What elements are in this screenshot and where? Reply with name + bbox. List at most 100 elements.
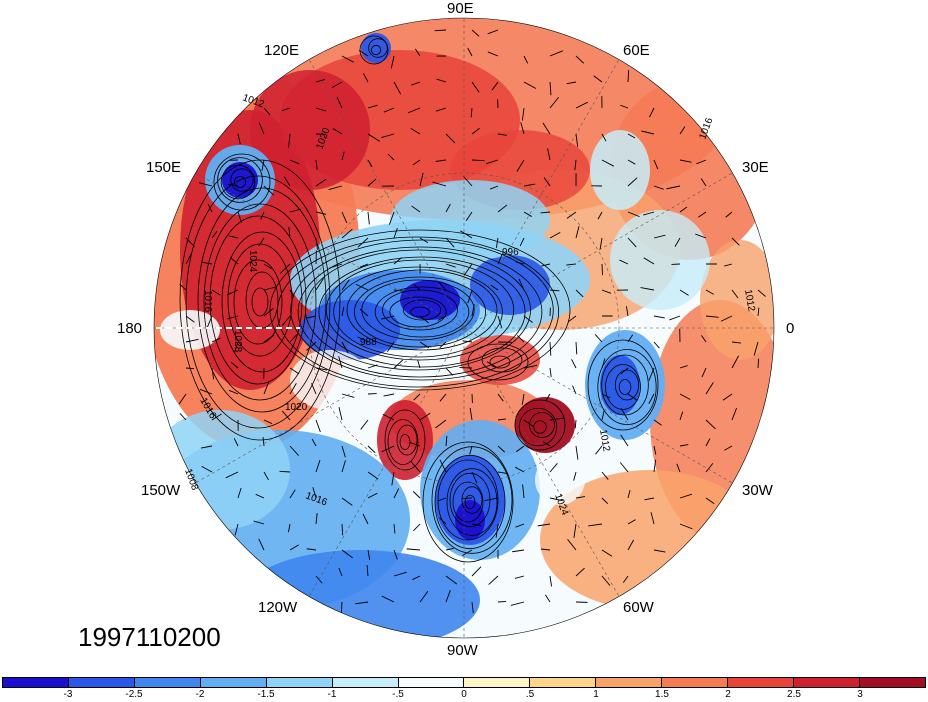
wind-barb	[484, 497, 499, 502]
wind-barb	[567, 315, 577, 323]
wind-barb	[406, 548, 421, 551]
lon-label-90w: 90W	[447, 642, 478, 659]
wind-barb	[549, 367, 552, 378]
wind-barb	[393, 227, 398, 239]
lon-label-150e: 150E	[146, 159, 182, 176]
wind-barb	[413, 393, 421, 401]
wind-barb	[315, 107, 327, 112]
wind-barb	[701, 367, 707, 378]
isobar-line	[387, 419, 419, 465]
contour-label: 1028	[232, 330, 243, 353]
wind-barb	[229, 257, 239, 265]
wind-barb	[520, 122, 525, 135]
wind-barb	[410, 81, 421, 86]
contour-label: 988	[360, 337, 377, 348]
wind-barb	[289, 383, 297, 395]
wind-barb	[601, 497, 609, 505]
lon-label-60e: 60E	[623, 42, 650, 59]
isobar-line	[346, 269, 498, 351]
wind-barb	[263, 334, 275, 343]
wind-barb	[211, 231, 218, 239]
anomaly-blob	[154, 410, 290, 530]
anomaly-blob	[515, 397, 575, 453]
isobar-line	[529, 412, 555, 438]
colorbar-tick-label: .5	[525, 689, 535, 700]
wind-barb	[515, 261, 525, 265]
wind-barb	[211, 337, 221, 343]
isobar-line	[276, 236, 560, 388]
wind-barb	[601, 549, 613, 557]
wind-barb	[549, 497, 563, 502]
wind-barb	[367, 549, 371, 561]
wind-barb	[179, 413, 187, 421]
wind-barb	[341, 228, 353, 239]
isobar-line	[614, 369, 640, 401]
wind-barb	[575, 101, 588, 109]
wind-barb	[574, 419, 577, 429]
wind-barb	[419, 172, 424, 187]
isobar-line	[333, 266, 503, 358]
isobar-line	[353, 276, 487, 348]
wind-barb	[627, 133, 636, 139]
meridian-line	[463, 59, 620, 329]
anomaly-blob	[535, 455, 585, 505]
wind-barb	[228, 389, 239, 395]
anomaly-blob	[610, 210, 710, 310]
colorbar-swatch	[200, 678, 267, 687]
lon-label-30w: 30W	[742, 482, 773, 499]
wind-barb	[435, 107, 447, 112]
wind-barb	[393, 571, 407, 577]
wind-barb	[382, 413, 395, 421]
wind-barb	[393, 359, 404, 369]
wind-barb	[601, 159, 614, 167]
lon-label-180: 180	[117, 320, 143, 337]
wind-barb	[601, 471, 609, 480]
wind-barb	[226, 289, 239, 296]
wind-barb	[722, 393, 733, 401]
isobar-line	[370, 44, 382, 56]
wind-barb	[288, 227, 291, 239]
wind-barb	[306, 315, 317, 319]
wind-barb	[341, 279, 350, 291]
colorbar-tick-label: -1.5	[257, 689, 275, 700]
wind-barb	[341, 445, 346, 458]
wind-barb	[575, 341, 578, 355]
wind-barb	[497, 471, 509, 475]
wind-barb	[573, 523, 577, 538]
wind-barb	[549, 463, 558, 473]
wind-barb	[263, 107, 271, 116]
wind-barb	[653, 549, 666, 553]
wind-barb	[263, 286, 277, 291]
wind-barb	[281, 315, 291, 326]
wind-barb	[234, 341, 239, 352]
colorbar-swatch	[266, 678, 333, 687]
anomaly-blob	[250, 70, 370, 190]
wind-barb	[262, 437, 265, 447]
isobar-line	[185, 175, 331, 429]
lon-label-120w: 120W	[258, 599, 298, 616]
isobar-line	[203, 203, 317, 401]
wind-barb	[419, 315, 429, 324]
contour-label: 1020	[285, 402, 308, 413]
wind-barb	[413, 284, 421, 291]
wind-barb	[355, 601, 369, 605]
wind-barb	[731, 237, 740, 246]
wind-barb	[701, 335, 707, 343]
wind-barb	[263, 382, 270, 395]
wind-barb	[341, 55, 354, 63]
wind-barb	[516, 335, 525, 343]
wind-barb	[497, 253, 504, 265]
meridian-line	[308, 59, 465, 329]
lon-label-90e: 90E	[447, 0, 474, 17]
wind-barb	[393, 81, 402, 95]
wind-barb	[463, 263, 473, 276]
wind-barb	[445, 203, 451, 213]
wind-barb	[338, 356, 343, 369]
wind-barb	[359, 308, 369, 317]
wind-barb	[470, 107, 473, 118]
wind-barb	[388, 211, 395, 225]
wind-barb	[471, 523, 482, 526]
wind-barb	[627, 539, 635, 551]
colorbar-swatch	[596, 678, 663, 687]
wind-barb	[315, 237, 318, 250]
